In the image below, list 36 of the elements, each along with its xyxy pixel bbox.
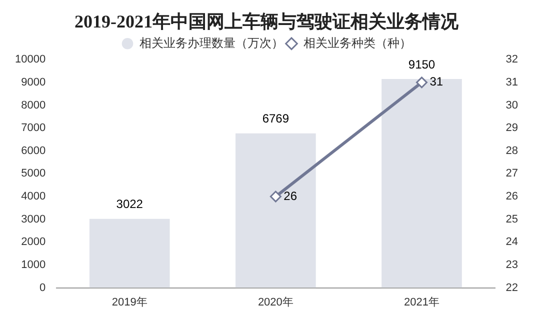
y2-tick-label: 28 <box>506 144 518 157</box>
x-tick-label: 2021年 <box>404 296 440 308</box>
y2-tick-label: 29 <box>506 122 518 134</box>
chart-title: 2019-2021年中国网上车辆与驾驶证相关业务情况 <box>74 11 460 32</box>
y-tick-label: 1000 <box>21 259 46 272</box>
y-tick-label: 5000 <box>21 168 46 180</box>
bar <box>236 133 316 288</box>
data-label: 26 <box>284 188 298 203</box>
y-tick-label: 6000 <box>21 144 46 157</box>
data-label: 6769 <box>262 112 290 126</box>
x-tick-label: 2020年 <box>258 296 294 308</box>
y2-tick-label: 22 <box>506 282 518 294</box>
y-tick-label: 8000 <box>21 99 46 112</box>
y2-tick-label: 30 <box>506 99 518 112</box>
y-tick-label: 4000 <box>21 190 46 203</box>
data-label: 31 <box>430 74 444 89</box>
y2-tick-label: 31 <box>506 76 518 88</box>
y2-tick-label: 23 <box>506 259 518 272</box>
data-label: 9150 <box>408 57 436 72</box>
y-tick-label: 10000 <box>14 54 46 66</box>
y2-tick-label: 24 <box>506 236 518 248</box>
x-tick-label: 2019年 <box>112 296 148 308</box>
y2-tick-label: 32 <box>506 54 518 66</box>
bar <box>89 218 170 288</box>
y-tick-label: 7000 <box>21 122 46 134</box>
y-tick-label: 0 <box>39 282 46 294</box>
y2-tick-label: 26 <box>506 190 518 203</box>
y-tick-label: 2000 <box>21 236 46 248</box>
legend-label: 相关业务种类（种） <box>304 36 412 50</box>
legend-label: 相关业务办理数量（万次） <box>140 36 284 50</box>
y2-tick-label: 25 <box>506 213 518 226</box>
y2-tick-label: 27 <box>506 168 518 180</box>
y-tick-label: 9000 <box>21 76 46 88</box>
data-label: 3022 <box>116 197 144 212</box>
y-tick-label: 3000 <box>21 213 46 226</box>
bar <box>382 78 462 288</box>
